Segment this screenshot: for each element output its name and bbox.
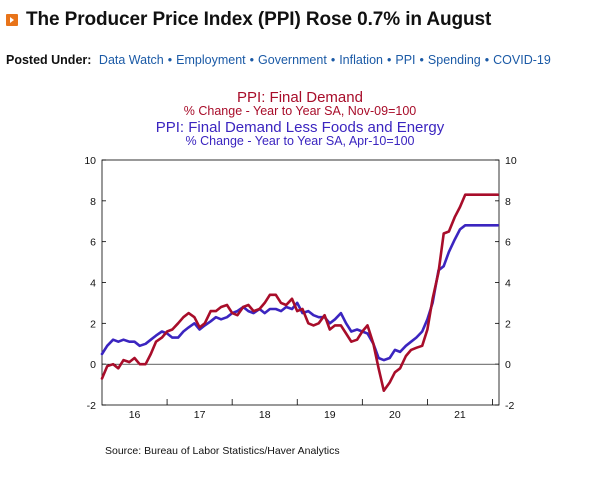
y-tick-label-right: 0	[505, 359, 511, 371]
x-tick-label: 19	[324, 409, 336, 421]
x-tick-label: 21	[454, 409, 466, 421]
source-note: Source: Bureau of Labor Statistics/Haver…	[105, 445, 340, 457]
tag-separator: •	[330, 53, 336, 67]
tag-link-employment[interactable]: Employment	[176, 53, 246, 67]
page-title: The Producer Price Index (PPI) Rose 0.7%…	[26, 9, 492, 30]
tag-separator: •	[484, 53, 490, 67]
y-tick-label-right: 10	[505, 155, 517, 167]
y-tick-label-right: 8	[505, 196, 511, 208]
y-tick-label-right: -2	[505, 400, 514, 412]
tag-separator: •	[249, 53, 255, 67]
x-tick-label: 16	[129, 409, 141, 421]
y-tick-label-right: 2	[505, 318, 511, 330]
tag-link-data-watch[interactable]: Data Watch	[98, 53, 164, 67]
y-tick-label-left: 8	[90, 196, 96, 208]
x-tick-label: 17	[194, 409, 206, 421]
y-tick-label-right: 4	[505, 278, 511, 290]
chart-title-line-4: % Change - Year to Year SA, Apr-10=100	[186, 134, 415, 148]
page-header: The Producer Price Index (PPI) Rose 0.7%…	[6, 9, 491, 31]
y-tick-label-left: 10	[84, 155, 96, 167]
series-line-ppi-final-demand	[100, 193, 500, 393]
y-tick-label-left: 0	[90, 359, 96, 371]
chart-title-line-2: % Change - Year to Year SA, Nov-09=100	[184, 104, 417, 118]
tag-separator: •	[386, 53, 392, 67]
posted-under-bar: Posted Under: Data Watch • Employment • Gove…	[6, 53, 551, 67]
x-tick-label: 20	[389, 409, 401, 421]
chart-title-line-1: PPI: Final Demand	[237, 89, 363, 106]
ppi-chart: PPI: Final Demand% Change - Year to Year…	[84, 89, 517, 457]
tag-separator: •	[167, 53, 173, 67]
y-tick-label-left: -2	[87, 400, 96, 412]
tag-separator: •	[419, 53, 424, 67]
y-tick-label-right: 6	[505, 237, 511, 249]
tag-link-covid-19[interactable]: COVID-19	[493, 53, 551, 67]
orange-arrow-icon	[6, 14, 18, 26]
series-line-ppi-core	[100, 224, 500, 362]
tag-link-inflation[interactable]: Inflation	[339, 53, 383, 67]
y-tick-label-left: 6	[90, 237, 96, 249]
x-tick-label: 18	[259, 409, 271, 421]
y-tick-label-left: 2	[90, 318, 96, 330]
plot-area	[101, 159, 500, 406]
tag-link-government[interactable]: Government	[258, 53, 327, 67]
tag-link-ppi[interactable]: PPI	[395, 53, 416, 67]
tag-link-spending[interactable]: Spending	[427, 53, 481, 67]
chart-title-line-3: PPI: Final Demand Less Foods and Energy	[156, 119, 445, 136]
posted-under-label: Posted Under:	[6, 53, 92, 67]
y-tick-label-left: 4	[90, 278, 96, 290]
